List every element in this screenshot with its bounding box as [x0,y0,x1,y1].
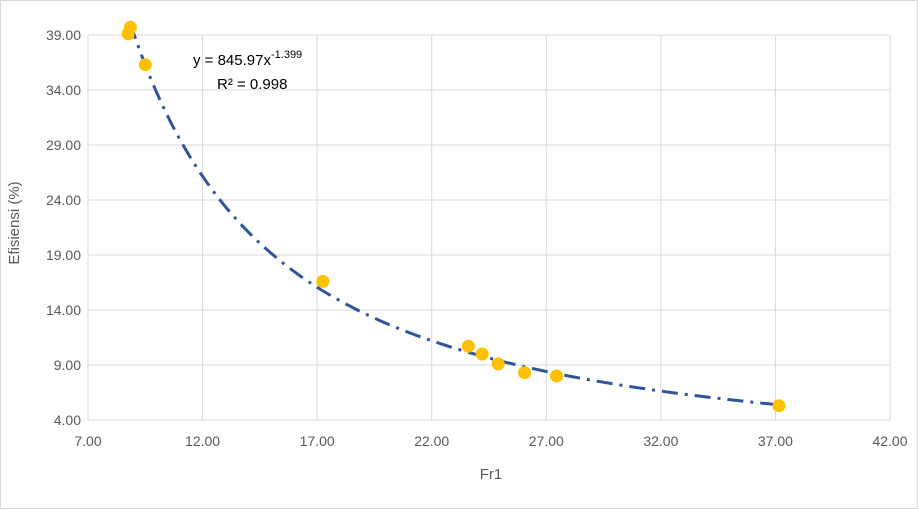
y-axis-label: Efisiensi (%) [6,181,23,264]
data-point [138,58,152,72]
trendline-equation: y = 845.97x-1.399 [193,49,302,69]
x-axis-label: Fr1 [480,466,503,483]
y-tick-label: 14.00 [46,302,81,318]
y-tick-label: 24.00 [46,192,81,208]
data-point [475,347,489,361]
gridlines [87,34,891,421]
x-tick-label: 32.00 [643,433,678,449]
y-tick-label: 19.00 [46,247,81,263]
y-tick-label: 4.00 [54,412,81,428]
data-point [121,27,135,41]
data-point [491,357,505,371]
x-tick-label: 7.00 [74,433,101,449]
equation-base: y = 845.97x [193,52,271,69]
y-tick-label: 29.00 [46,137,81,153]
data-point [550,369,564,383]
x-tick-label: 17.00 [300,433,335,449]
y-tick-label: 9.00 [54,357,81,373]
data-point [518,366,532,380]
x-tick-label: 27.00 [529,433,564,449]
r-squared-label: R² = 0.998 [217,76,287,93]
equation-exponent: -1.399 [271,49,302,61]
data-point [461,339,475,353]
data-point [772,399,786,413]
power-trendline [128,23,780,407]
y-tick-label: 39.00 [46,27,81,43]
x-tick-label: 37.00 [758,433,793,449]
x-tick-label: 42.00 [872,433,907,449]
x-tick-label: 22.00 [414,433,449,449]
y-tick-label: 34.00 [46,82,81,98]
trendline-group [128,23,780,407]
x-axis-ticks: 7.00 12.00 17.00 22.00 27.00 32.00 37.00 42.00 [74,433,907,449]
y-axis-ticks: 4.00 9.00 14.00 19.00 24.00 29.00 34.00 39.00 [46,27,81,428]
data-point [316,274,330,288]
data-points [121,20,786,413]
x-tick-label: 12.00 [185,433,220,449]
